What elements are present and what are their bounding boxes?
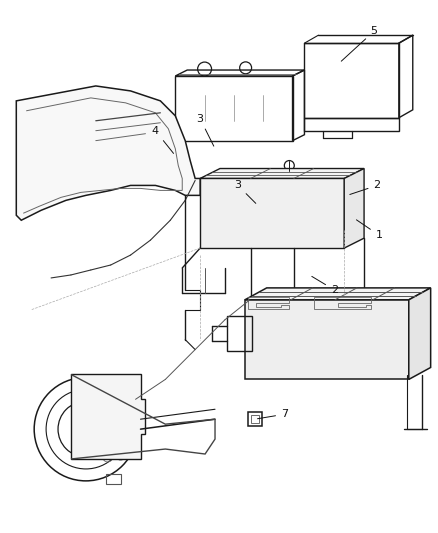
Polygon shape <box>71 375 145 459</box>
Polygon shape <box>409 288 431 379</box>
Text: 4: 4 <box>152 126 173 154</box>
Text: 2: 2 <box>312 277 338 295</box>
Text: 3: 3 <box>234 181 256 204</box>
Polygon shape <box>16 86 200 220</box>
Text: 5: 5 <box>341 26 378 61</box>
Text: 7: 7 <box>258 409 288 419</box>
Polygon shape <box>245 300 409 379</box>
Polygon shape <box>200 179 344 248</box>
Text: 3: 3 <box>197 114 214 146</box>
Text: 1: 1 <box>357 220 382 240</box>
Text: 2: 2 <box>350 181 381 195</box>
Polygon shape <box>200 168 364 179</box>
Polygon shape <box>245 288 431 300</box>
Polygon shape <box>344 168 364 248</box>
